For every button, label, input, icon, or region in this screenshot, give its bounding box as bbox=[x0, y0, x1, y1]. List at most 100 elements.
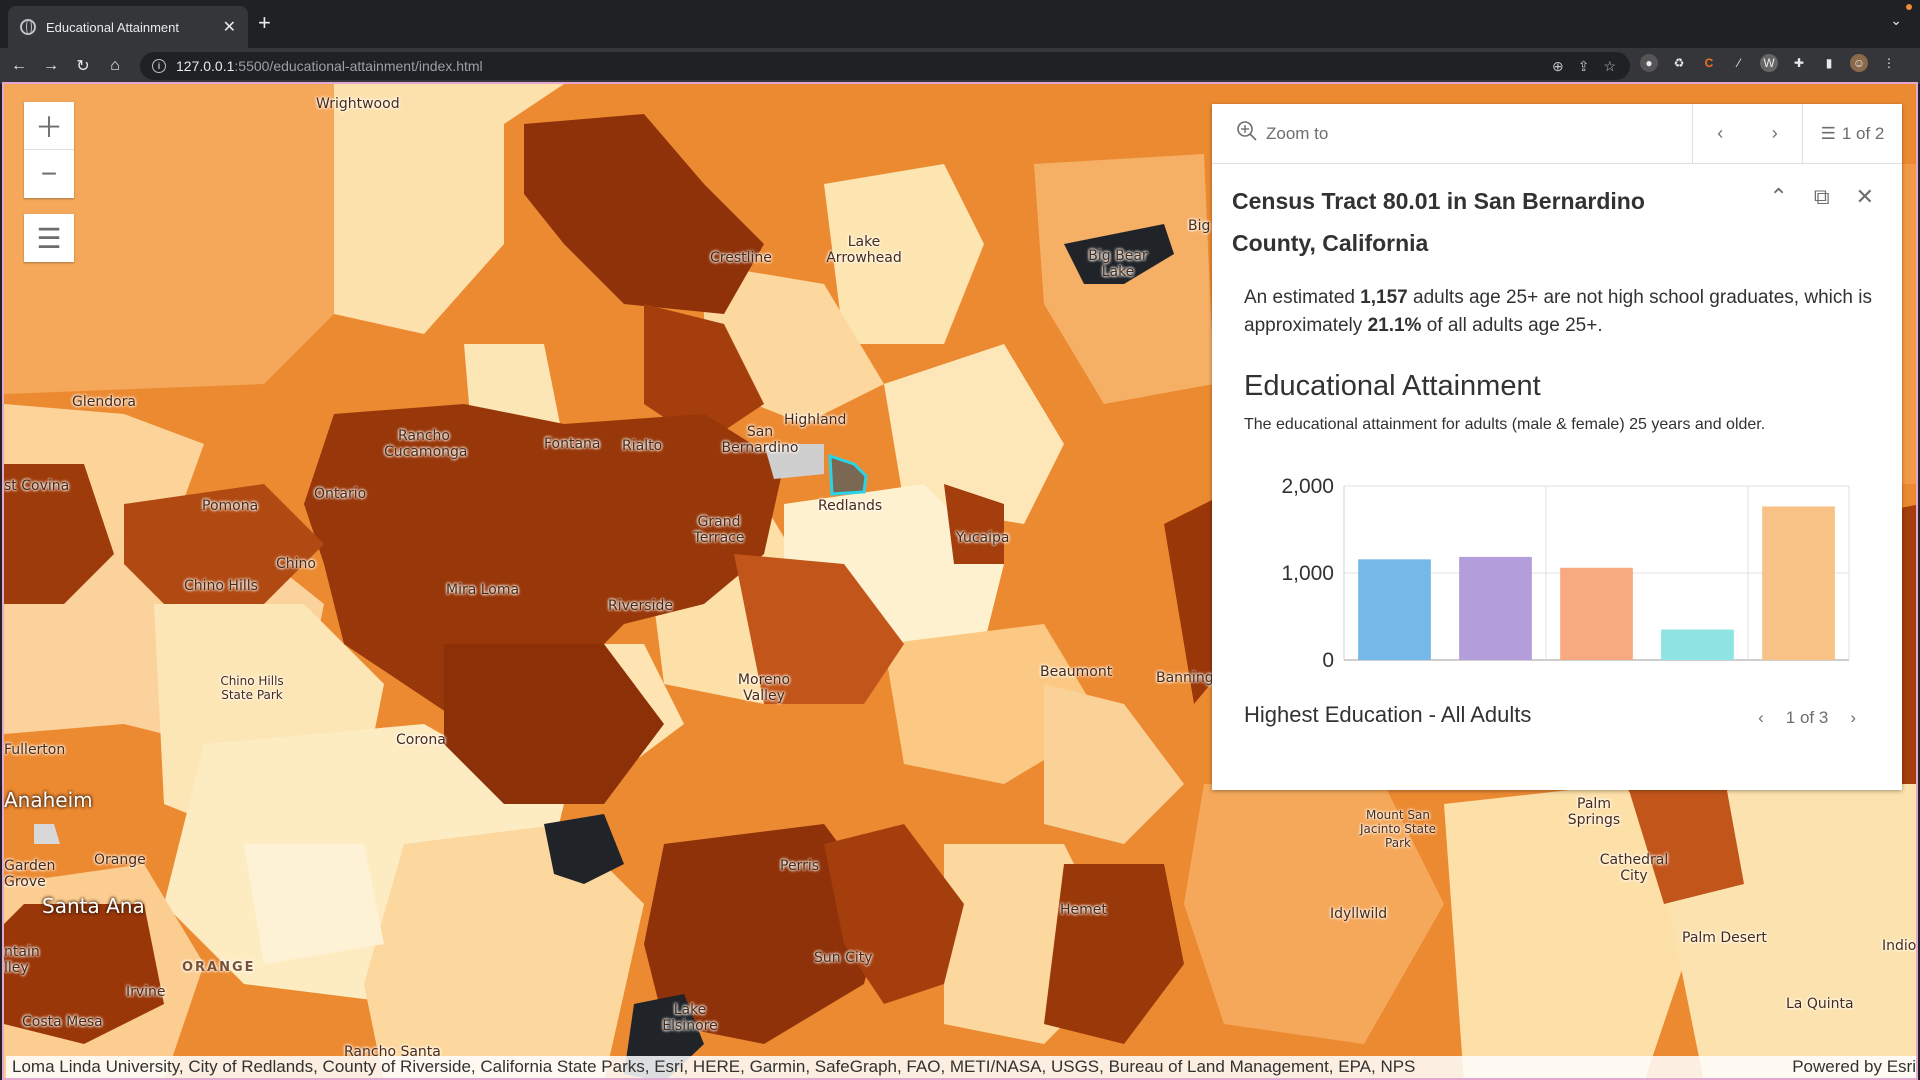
close-icon[interactable]: ✕ bbox=[1855, 184, 1874, 209]
chart-pager: ‹ 1 of 3 › bbox=[1758, 708, 1856, 728]
map-label: Mount San Jacinto State Park bbox=[1359, 808, 1437, 850]
bookmark-star-icon[interactable]: ☆ bbox=[1603, 57, 1616, 74]
forward-icon[interactable]: → bbox=[43, 57, 59, 74]
map-label: Crestline bbox=[710, 250, 772, 266]
attribution-text: Loma Linda University, City of Redlands,… bbox=[12, 1057, 1416, 1076]
popup-actions: ⌃ ⧉ ✕ bbox=[1769, 184, 1874, 210]
map-label: Palm Springs bbox=[1567, 796, 1621, 828]
layer-list-button[interactable]: ☰ bbox=[24, 214, 74, 262]
powered-by-esri[interactable]: Powered by Esri bbox=[1792, 1057, 1916, 1076]
zoom-controls: ＋ − bbox=[24, 102, 74, 198]
map-label: Pomona bbox=[202, 498, 259, 514]
map-label: Santa Ana bbox=[42, 894, 145, 918]
chart-description: The educational attainment for adults (m… bbox=[1244, 416, 1766, 433]
profile-avatar[interactable]: ☺ bbox=[1850, 54, 1868, 72]
site-info-icon[interactable]: i bbox=[152, 59, 166, 73]
map-label: Wrightwood bbox=[316, 96, 400, 112]
new-tab-button[interactable]: + bbox=[258, 10, 271, 35]
map-label: Ontario bbox=[314, 486, 367, 502]
chart-title: Educational Attainment bbox=[1244, 370, 1541, 402]
attribution-bar: Loma Linda University, City of Redlands,… bbox=[6, 1056, 1916, 1078]
map-label: Grand Terrace bbox=[693, 514, 745, 546]
map-label: Rialto bbox=[622, 438, 663, 454]
previous-feature-button[interactable]: ‹ bbox=[1717, 123, 1724, 143]
extension-icon[interactable]: ⁄ bbox=[1737, 56, 1740, 70]
feature-count: 1 of 2 bbox=[1841, 123, 1885, 143]
share-icon[interactable]: ⇪ bbox=[1577, 57, 1590, 74]
map-label: Yucaipa bbox=[956, 530, 1010, 546]
extension-icon[interactable]: W bbox=[1760, 54, 1778, 72]
chart-page-count: 1 of 3 bbox=[1785, 708, 1829, 727]
map-label: Orange bbox=[94, 852, 146, 868]
map-label: Anaheim bbox=[4, 788, 93, 812]
address-bar[interactable]: i 127.0.0.1:5500/educational-attainment/… bbox=[140, 52, 1630, 80]
map-label: Cathedral City bbox=[1599, 852, 1669, 884]
map-label: Beaumont bbox=[1040, 664, 1113, 680]
url-host: 127.0.0.1 bbox=[176, 58, 235, 74]
extension-icon[interactable]: ● bbox=[1640, 54, 1658, 72]
list-icon: ☰ bbox=[1820, 123, 1836, 143]
map-label: Perris bbox=[780, 858, 820, 874]
feature-menu-button[interactable]: ☰ 1 of 2 bbox=[1802, 104, 1902, 163]
previous-chart-button[interactable]: ‹ bbox=[1758, 708, 1764, 727]
map-label: Highland bbox=[784, 412, 847, 428]
map-label: Moreno Valley bbox=[737, 672, 791, 704]
map-label: Costa Mesa bbox=[22, 1014, 103, 1030]
zoom-to-button[interactable]: Zoom to bbox=[1212, 104, 1692, 163]
map-label: Garden Grove bbox=[4, 858, 56, 890]
feature-popup: Zoom to ‹ › ☰ 1 of 2 Census Tract 80.01 … bbox=[1212, 104, 1902, 790]
map-label: Big Bear Lake bbox=[1088, 248, 1148, 280]
popup-description: An estimated 1,157 adults age 25+ are no… bbox=[1244, 284, 1884, 340]
tab-search-icon[interactable]: ⌄ bbox=[1890, 12, 1902, 28]
map-label: Mira Loma bbox=[446, 582, 520, 598]
map-label: Rancho Cucamonga bbox=[384, 428, 468, 460]
y-tick-label: 0 bbox=[1322, 649, 1334, 672]
map-label: Chino Hills State Park bbox=[220, 674, 284, 702]
extension-icon[interactable]: ♻ bbox=[1673, 56, 1685, 70]
zoom-out-button[interactable]: − bbox=[40, 158, 58, 189]
puzzle-extensions-icon[interactable]: ✚ bbox=[1793, 56, 1805, 70]
map-label: ORANGE bbox=[182, 960, 256, 975]
map-label: Lake Elsinore bbox=[662, 1002, 718, 1034]
map-label: Lake Arrowhead bbox=[826, 234, 902, 266]
map-label: San Bernardino bbox=[721, 424, 799, 456]
map-label: Fullerton bbox=[4, 742, 66, 758]
browser-tab[interactable]: Educational Attainment ✕ bbox=[8, 6, 248, 48]
map-label: Palm Desert bbox=[1682, 930, 1767, 946]
chart-bar[interactable] bbox=[1358, 559, 1431, 660]
zoom-in-button[interactable]: ＋ bbox=[24, 102, 74, 150]
chart-caption: Highest Education - All Adults bbox=[1244, 702, 1532, 727]
desc-percent: 21.1% bbox=[1367, 315, 1422, 336]
chart-bar[interactable] bbox=[1661, 629, 1734, 660]
close-tab-icon[interactable]: ✕ bbox=[222, 19, 236, 36]
extension-icon[interactable]: C bbox=[1704, 56, 1714, 70]
chart-bar[interactable] bbox=[1762, 506, 1835, 660]
map-label: st Covina bbox=[4, 478, 70, 494]
map-label: Hemet bbox=[1060, 902, 1107, 918]
desc-count: 1,157 bbox=[1360, 287, 1408, 308]
reload-icon[interactable]: ↻ bbox=[76, 58, 90, 75]
desc-part: adults age 25+ are not high school gradu… bbox=[1244, 287, 1872, 336]
bar-chart: 0 1,000 2,000 bbox=[1281, 475, 1850, 672]
map-label: Glendora bbox=[72, 394, 137, 410]
desc-part: An estimated bbox=[1244, 287, 1361, 308]
side-panel-icon[interactable]: ▮ bbox=[1825, 56, 1833, 70]
chart-bar[interactable] bbox=[1459, 556, 1532, 660]
back-icon[interactable]: ← bbox=[11, 57, 27, 74]
chart-bar[interactable] bbox=[1560, 567, 1633, 660]
map-label: Indio bbox=[1882, 938, 1917, 954]
map-view[interactable]: Wrightwood Crestline Lake Arrowhead Big … bbox=[2, 82, 1918, 1080]
desc-part: of all adults age 25+. bbox=[1421, 315, 1603, 336]
next-chart-button[interactable]: › bbox=[1850, 708, 1856, 727]
menu-kebab-icon[interactable]: ⋮ bbox=[1883, 56, 1895, 70]
map-label: ntain lley bbox=[4, 944, 40, 976]
zoom-icon[interactable]: ⊕ bbox=[1551, 57, 1564, 74]
map-label: Fontana bbox=[544, 436, 601, 452]
next-feature-button[interactable]: › bbox=[1771, 123, 1778, 143]
zoom-in-magnifier-icon bbox=[1236, 120, 1258, 147]
dock-icon[interactable]: ⧉ bbox=[1813, 184, 1830, 209]
collapse-chevron-up-icon[interactable]: ⌃ bbox=[1769, 184, 1788, 209]
popup-title: Census Tract 80.01 in San Bernardino Cou… bbox=[1232, 188, 1645, 256]
home-icon[interactable]: ⌂ bbox=[110, 57, 120, 74]
map-label: La Quinta bbox=[1786, 996, 1854, 1012]
